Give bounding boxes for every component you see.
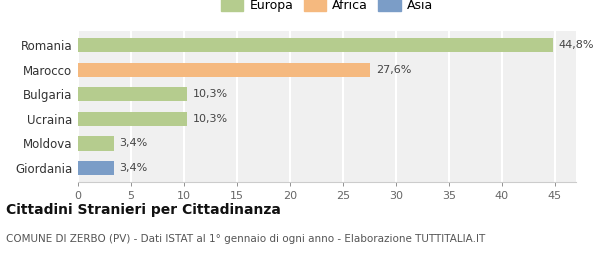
Text: COMUNE DI ZERBO (PV) - Dati ISTAT al 1° gennaio di ogni anno - Elaborazione TUTT: COMUNE DI ZERBO (PV) - Dati ISTAT al 1° … — [6, 234, 485, 244]
Bar — [78, 63, 370, 77]
Legend: Europa, Africa, Asia: Europa, Africa, Asia — [218, 0, 436, 14]
Text: 27,6%: 27,6% — [376, 65, 411, 75]
Text: 44,8%: 44,8% — [558, 40, 593, 50]
Text: 3,4%: 3,4% — [119, 139, 148, 148]
Text: 10,3%: 10,3% — [193, 89, 227, 99]
Bar — [78, 87, 187, 101]
Bar — [78, 161, 114, 175]
Text: Cittadini Stranieri per Cittadinanza: Cittadini Stranieri per Cittadinanza — [6, 203, 281, 217]
Bar — [78, 112, 187, 126]
Bar — [78, 136, 114, 151]
Text: 10,3%: 10,3% — [193, 114, 227, 124]
Bar — [78, 38, 553, 52]
Text: 3,4%: 3,4% — [119, 163, 148, 173]
